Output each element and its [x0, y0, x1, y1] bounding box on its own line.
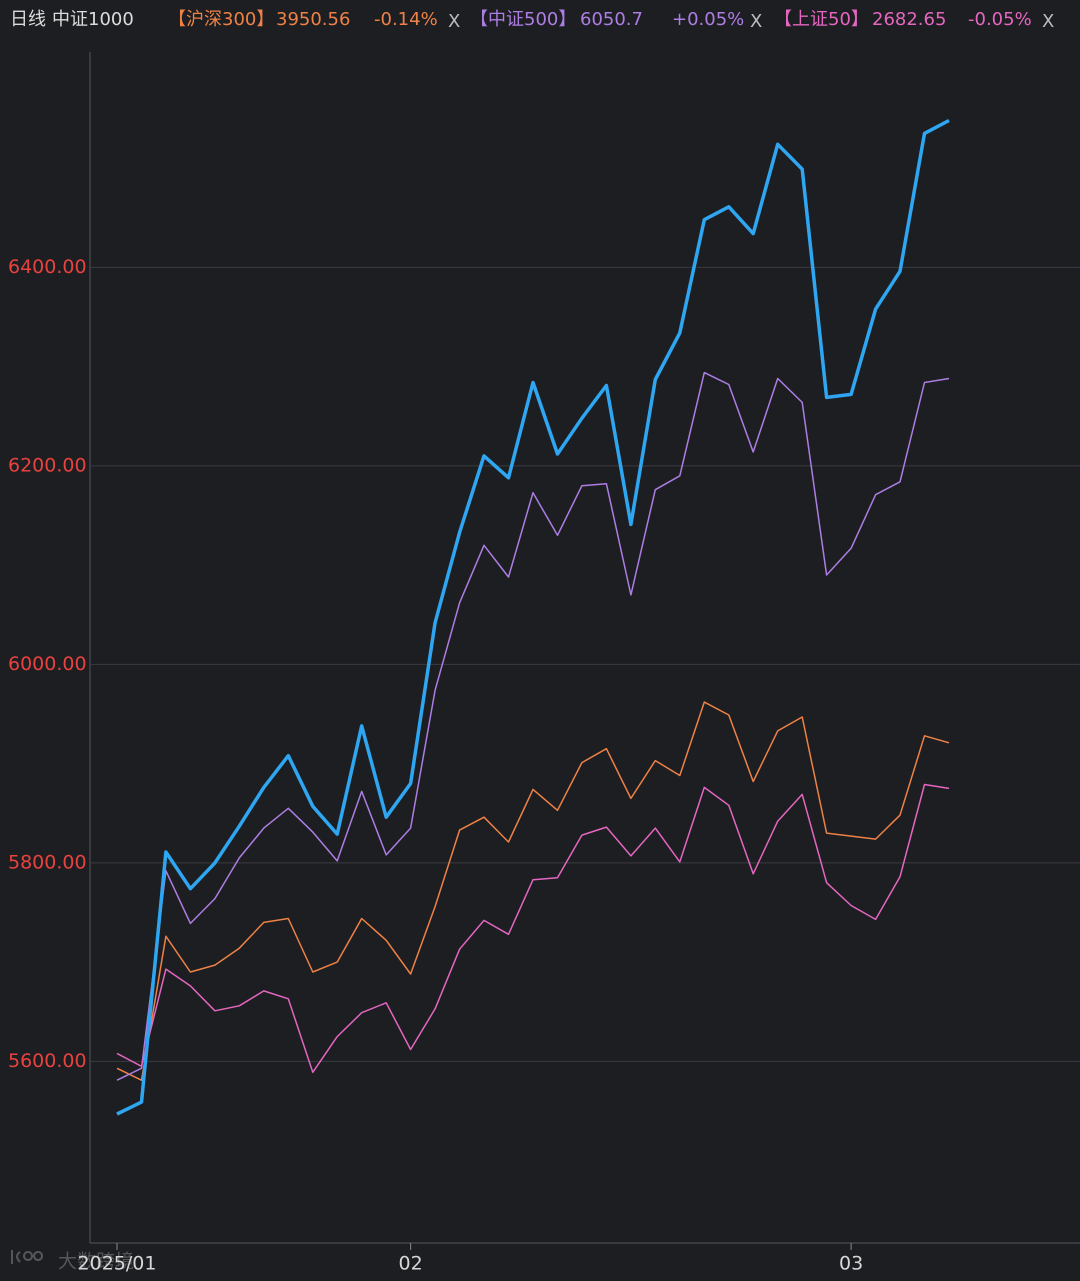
legend-price: 2682.65 — [872, 9, 946, 30]
watermark: 大数跨境 — [58, 1251, 134, 1273]
legend-name: 【中证500】 — [470, 9, 576, 30]
y-tick-label: 6200.00 — [8, 454, 87, 476]
remove-index-button[interactable]: X — [1042, 11, 1054, 32]
legend-name: 【沪深300】 — [168, 9, 274, 30]
period-label: 日线 — [10, 9, 46, 30]
remove-index-button[interactable]: X — [448, 11, 460, 32]
y-tick-label: 6000.00 — [8, 653, 87, 675]
x-tick-label: 2025/01 — [78, 1253, 157, 1275]
legend-change: -0.05% — [968, 9, 1032, 30]
series-line — [116, 371, 950, 1081]
legend-change: -0.14% — [374, 9, 438, 30]
legend-price: 6050.7 — [580, 9, 643, 30]
remove-index-button[interactable]: X — [750, 11, 762, 32]
y-tick-label: 6400.00 — [8, 256, 87, 278]
x-tick-label: 02 — [399, 1253, 423, 1275]
series-line — [116, 783, 950, 1074]
legend-price: 3950.56 — [276, 9, 350, 30]
legend-change: +0.05% — [672, 9, 744, 30]
y-tick-label: 5600.00 — [8, 1050, 87, 1072]
watermark-logo — [11, 1250, 44, 1264]
series-line — [116, 701, 950, 1081]
x-tick-label: 03 — [839, 1253, 863, 1275]
series-line — [116, 118, 950, 1116]
y-tick-label: 5800.00 — [8, 851, 87, 873]
main-index-name: 中证1000 — [52, 9, 134, 30]
legend-name: 【上证50】 — [774, 9, 869, 30]
